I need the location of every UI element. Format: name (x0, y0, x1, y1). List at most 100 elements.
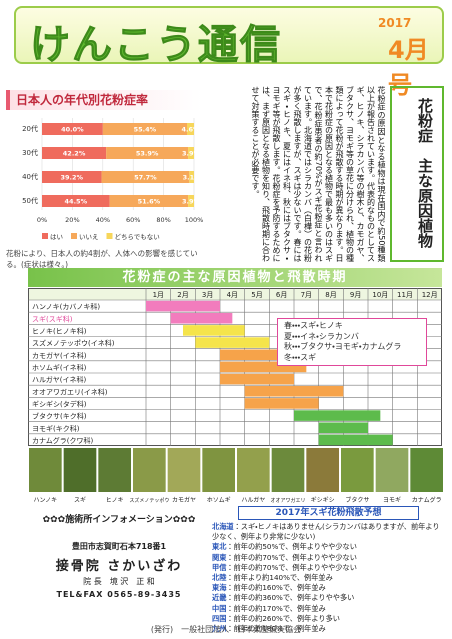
forecast-region: 甲信 (212, 562, 227, 572)
bar-segment (42, 147, 107, 159)
gantt-title: 花粉症の主な原因植物と飛散時期 (28, 268, 442, 287)
clinic-info: ✿✿✿施術所インフォメーション✿✿✿ 豊田市志賀町石本718番1 接骨院 さかい… (30, 512, 208, 618)
clinic-director: 院 長 境 沢 正 和 (83, 577, 155, 586)
bar-segment (102, 123, 188, 135)
value-label: 44.5% (65, 198, 88, 206)
plant-photo (410, 448, 443, 492)
plant-photo (98, 448, 131, 492)
legend-label: どちらでもない (115, 233, 160, 241)
plant-name: ギシギシ(タデ科) (32, 400, 87, 409)
clinic-heading: ✿✿✿施術所インフォメーション✿✿✿ (42, 515, 196, 525)
month-label: 3月 (202, 291, 213, 299)
legend-line: 秋・・・ブタクサ・ヨモギ・カナムグラ (284, 342, 402, 351)
y-tick-label: 20代 (22, 124, 38, 133)
x-tick-label: 0% (37, 216, 47, 224)
legend-line: 夏・・・イネ・シラカンバ (284, 331, 359, 341)
forecast-text: ：前年の約360%で、例年よりやや多い (226, 593, 355, 603)
value-label: 42.2% (63, 150, 86, 158)
article-body: 花粉症の原因となる植物は現在国内で約50種類以上が報告されています。代表的なもの… (251, 86, 386, 262)
period-bar (220, 349, 294, 361)
value-label: 3.9% (182, 150, 201, 158)
photo-label: ヒノキ (106, 497, 124, 504)
forecast-region: 東海 (212, 583, 227, 593)
forecast-text: ：スギ・ヒノキはありません(シラカンバはありますが、前年より少なく、例年より非常… (212, 522, 440, 542)
forecast-region: 北陸 (212, 573, 227, 583)
forecast-title: 2017年スギ花粉飛散予想 (238, 506, 419, 520)
legend-label: いいえ (79, 233, 99, 241)
plant-name: オオアワガエリ(イネ科) (32, 387, 108, 396)
month-label: 6月 (276, 291, 287, 299)
clinic-name: 接骨院 さかいざわ (55, 559, 183, 574)
plant-name: スズメノテッポウ(イネ科) (32, 339, 115, 348)
forecast-item: 北陸：前年より約140%で、例年並み (212, 573, 445, 583)
forecast-region: 近畿 (212, 593, 227, 603)
photo-label: ギシギシ (311, 497, 335, 504)
plant-name: ホソムギ(イネ科) (32, 363, 87, 372)
forecast-text: ：前年の約70%で、例年よりやや少ない (226, 562, 357, 572)
header-title: けんこう通信 (30, 22, 282, 69)
forecast-item: 中国：前年の約170%で、例年並み (212, 604, 445, 614)
photo-label: オオアワガエリ (270, 497, 305, 504)
month-label: 11月 (397, 291, 413, 299)
x-tick-label: 20% (65, 216, 79, 224)
clinic-tel: TEL&FAX 0565-89-3435 (56, 590, 182, 599)
forecast-region: 東北 (212, 542, 227, 552)
gantt-header-bg (29, 289, 441, 300)
forecast-text: ：前年の約70%で、例年よりやや少ない (226, 552, 357, 562)
bar-segment (42, 195, 110, 207)
forecast-text: ：前年の約170%で、例年並み (226, 603, 326, 613)
plant-name: ハンノキ(カバノキ科) (32, 302, 100, 311)
period-bar (170, 312, 233, 324)
forecast-item: 北海道：スギ・ヒノキはありません(シラカンバはありますが、前年より少なく、例年よ… (212, 522, 445, 542)
month-label: 5月 (251, 291, 262, 299)
chart-title: 日本人の年代別花粉症率 (6, 90, 202, 110)
month-label: 7月 (301, 291, 312, 299)
plant-name: ヨモギ(キク科) (32, 424, 80, 433)
photo-label: ブタクサ (345, 496, 369, 504)
y-tick-label: 40代 (22, 172, 38, 181)
plant-photo (202, 448, 235, 492)
legend-line: 冬・・・スギ (284, 352, 317, 362)
value-label: 39.2% (61, 174, 84, 182)
plant-name: ハルガヤ(イネ科) (32, 375, 87, 384)
period-bar (318, 422, 368, 434)
header-year: 2017 (378, 16, 412, 30)
period-bar (220, 373, 294, 385)
month-label: 1月 (153, 291, 164, 299)
photo-label: カモガヤ (172, 496, 196, 504)
forecast-item: 東海：前年の約160%で、例年並み (212, 583, 445, 593)
bar-segment (101, 171, 190, 183)
bar-segment (42, 123, 103, 135)
header: けんこう通信 2017 4月号 (14, 6, 444, 99)
value-label: 57.7% (134, 174, 157, 182)
plant-name: カナムグラ(クワ科) (32, 436, 94, 445)
forecast-text: ：前年の約50%で、例年よりやや少ない (226, 542, 357, 552)
value-label: 3.9% (182, 198, 201, 206)
chart: 0% 20% 40% 60% 80% 100% 20代 40.0% 55.4% 4.6% 30代 42… (22, 118, 203, 241)
forecast-item: 東北：前年の約50%で、例年よりやや少ない (212, 542, 445, 552)
forecast-text: ：前年より約140%で、例年並み (226, 573, 333, 583)
period-bar (183, 325, 245, 336)
period-bar (294, 410, 381, 421)
plant-name: スギ(スギ科) (32, 314, 73, 323)
forecast-item: 九州：前年の約180%で、例年並み (212, 624, 445, 634)
legend-label: はい (50, 233, 63, 241)
period-bar (146, 300, 220, 312)
month-label: 2月 (177, 291, 188, 299)
forecast-region: 四国 (212, 613, 227, 623)
photo-label: ハルガヤ (241, 496, 265, 504)
article-heading: 花粉症 主な原因植物 (390, 86, 444, 262)
plant-photo (133, 448, 166, 492)
forecast-item: 近畿：前年の約360%で、例年よりやや多い (212, 593, 445, 603)
forecast-item: 関東：前年の約70%で、例年よりやや少ない (212, 553, 445, 563)
plant-name: カモガヤ(イネ科) (32, 351, 87, 360)
forecast-text: ：前年の約180%で、例年並み (226, 624, 326, 634)
plant-name: ブタクサ(キク科) (32, 412, 87, 421)
plant-photo (237, 448, 270, 492)
legend-swatch (106, 233, 113, 239)
clinic-address: 豊田市志賀町石本718番1 (71, 542, 167, 551)
plant-photo (63, 448, 97, 492)
y-tick-label: 30代 (22, 148, 38, 157)
legend-swatch (71, 233, 77, 239)
